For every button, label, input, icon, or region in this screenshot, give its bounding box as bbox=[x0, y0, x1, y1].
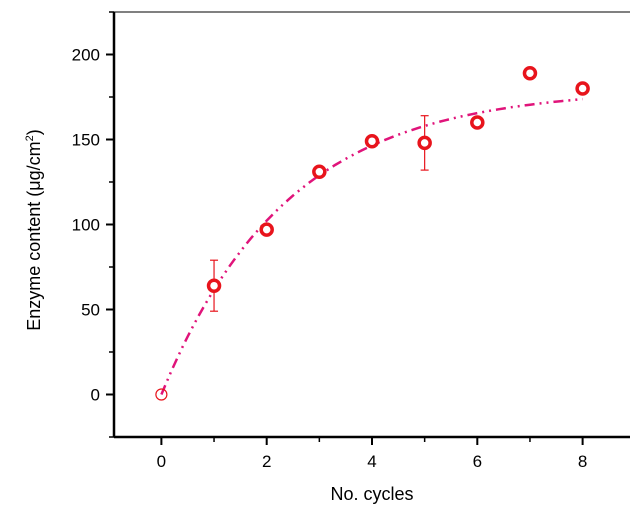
data-points bbox=[155, 65, 590, 401]
data-point bbox=[259, 222, 274, 237]
y-axis-title-main: Enzyme content (μg/cm bbox=[24, 141, 44, 330]
y-tick-label: 150 bbox=[72, 131, 100, 150]
data-point bbox=[206, 278, 222, 293]
y-axis-title: Enzyme content (μg/cm2) bbox=[24, 129, 44, 331]
y-axis-title-close: ) bbox=[24, 129, 44, 135]
y-tick-label: 200 bbox=[72, 46, 100, 65]
data-point bbox=[575, 81, 590, 96]
x-axis-title: No. cycles bbox=[330, 484, 413, 504]
y-tick-label: 50 bbox=[81, 301, 100, 320]
axes bbox=[106, 11, 630, 445]
data-point bbox=[470, 115, 485, 130]
data-point bbox=[417, 135, 432, 151]
tick-labels: 0 2 4 6 8 0 50 100 150 200 bbox=[72, 46, 588, 472]
data-point bbox=[522, 65, 538, 81]
y-tick-label: 100 bbox=[72, 216, 100, 235]
y-axis-title-superscript: 2 bbox=[24, 135, 36, 141]
data-point bbox=[312, 164, 327, 180]
x-tick-label: 2 bbox=[262, 452, 271, 471]
x-tick-label: 0 bbox=[157, 452, 166, 471]
x-tick-label: 8 bbox=[578, 452, 587, 471]
x-tick-label: 6 bbox=[473, 452, 482, 471]
data-point bbox=[155, 388, 168, 401]
data-point bbox=[364, 133, 380, 149]
x-tick-label: 4 bbox=[367, 452, 376, 471]
y-tick-label: 0 bbox=[91, 386, 100, 405]
